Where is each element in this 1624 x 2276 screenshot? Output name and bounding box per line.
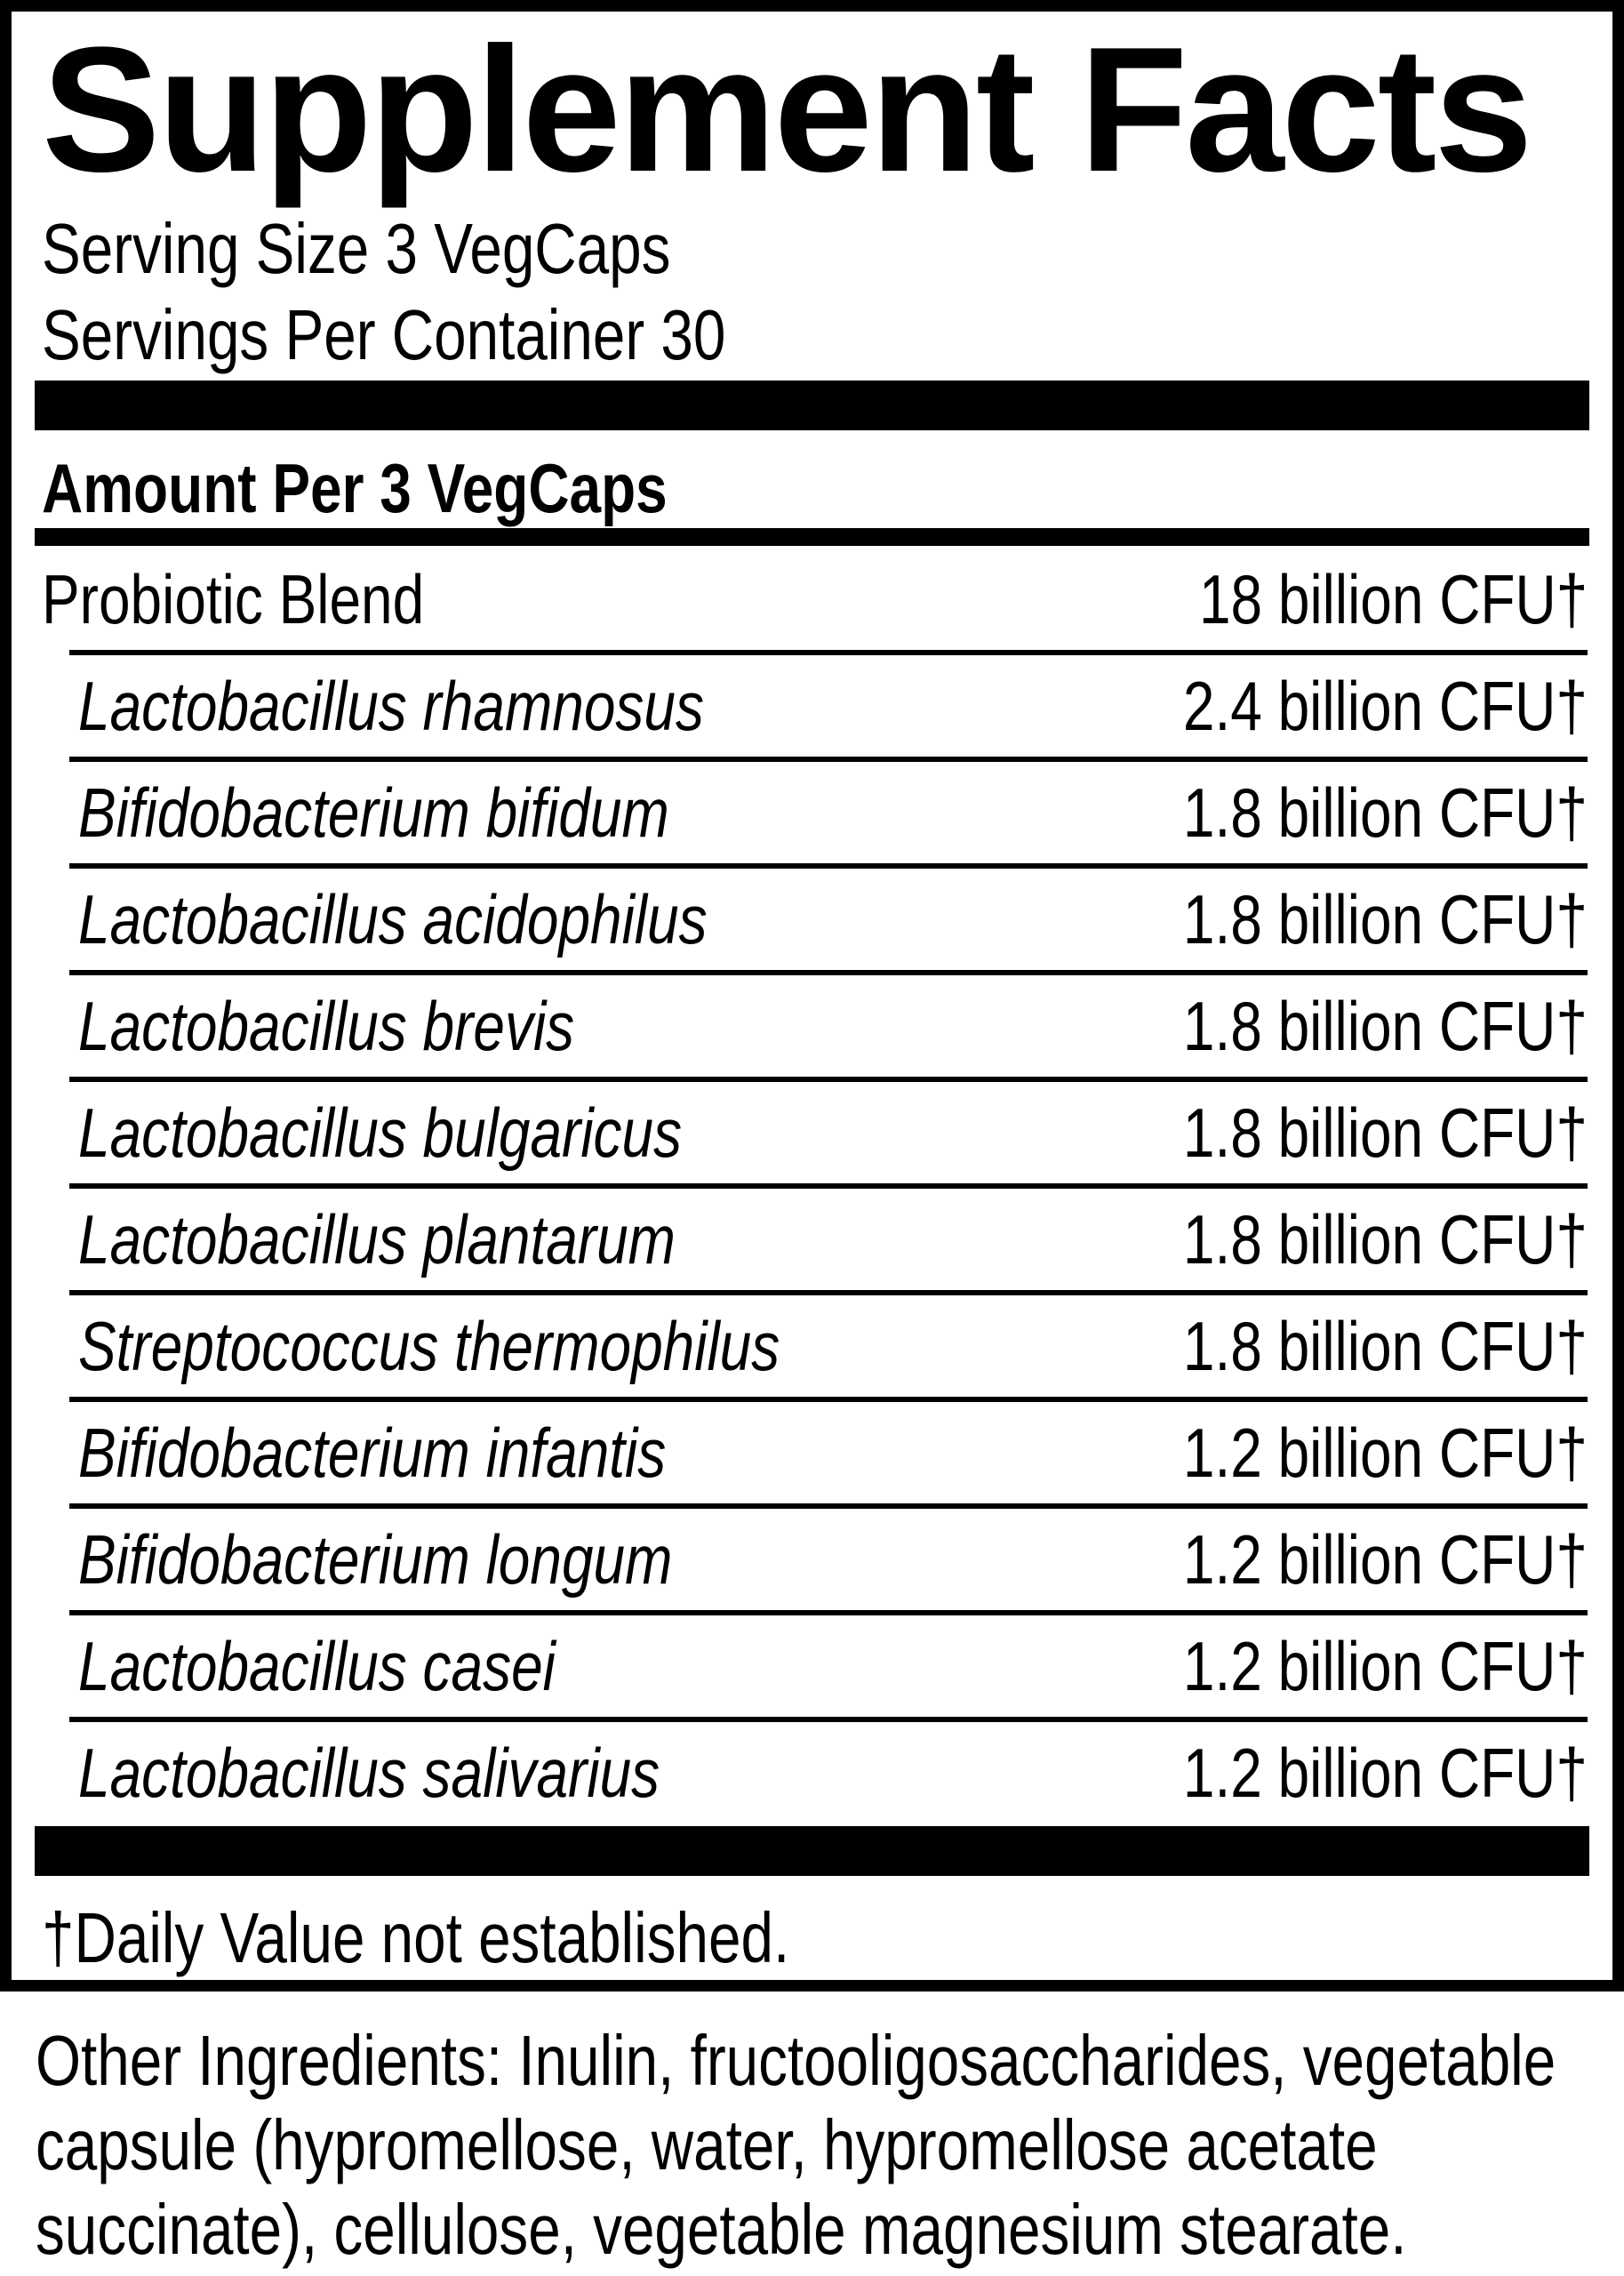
ingredient-name: Lactobacillus casei [78,1626,556,1705]
ingredient-name: Streptococcus thermophilus [78,1306,780,1385]
ingredient-amount: 18 billion CFU† [1198,559,1588,638]
other-ingredients-text-3: succinate), cellulose, vegetable magnesi… [36,2190,1407,2269]
panel-title: Supplement Facts [42,11,1533,209]
ingredient-amount: 1.8 billion CFU† [1182,879,1588,958]
daily-value-footnote-text: †Daily Value not established. [42,1898,790,1977]
ingredient-name: Lactobacillus brevis [78,986,575,1065]
ingredient-row: Lactobacillus bulgaricus 1.8 billion CFU… [35,1077,1589,1186]
ingredient-amount: 2.4 billion CFU† [1182,666,1588,745]
ingredient-row: Lactobacillus brevis 1.8 billion CFU† [35,970,1589,1079]
divider-bar-bottom [35,1826,1589,1876]
daily-value-footnote: †Daily Value not established. [42,1897,1589,1979]
ingredient-name: Lactobacillus acidophilus [78,879,708,958]
ingredient-name: Bifidobacterium infantis [78,1413,667,1492]
ingredient-table: Probiotic Blend 18 billion CFU† Lactobac… [35,546,1589,1826]
ingredient-name: Lactobacillus salivarius [78,1733,660,1812]
ingredient-name: Bifidobacterium longum [78,1519,673,1599]
ingredient-row: Lactobacillus plantarum 1.8 billion CFU† [35,1183,1589,1293]
servings-per-container: Servings Per Container 30 [42,292,1589,378]
ingredient-amount: 1.8 billion CFU† [1182,773,1588,852]
ingredient-amount: 1.2 billion CFU† [1182,1519,1588,1599]
servings-per-container-text: Servings Per Container 30 [42,295,726,374]
amount-per-serving-header: Amount Per 3 VegCaps [42,450,1589,526]
ingredient-amount: 1.8 billion CFU† [1182,1306,1588,1385]
serving-size-text: Serving Size 3 VegCaps [42,209,671,288]
ingredient-name: Lactobacillus bulgaricus [78,1093,683,1172]
ingredient-amount: 1.8 billion CFU† [1182,1199,1588,1278]
divider-bar-header [35,528,1589,546]
ingredient-row: Streptococcus thermophilus 1.8 billion C… [35,1290,1589,1399]
ingredient-amount: 1.2 billion CFU† [1182,1626,1588,1705]
serving-size: Serving Size 3 VegCaps [42,205,1589,292]
serving-info: Serving Size 3 VegCaps Servings Per Cont… [42,205,1589,378]
other-ingredients: Other Ingredients: Inulin, fructooligosa… [36,2018,1601,2272]
ingredient-row: Lactobacillus rhamnosus 2.4 billion CFU† [35,650,1589,759]
other-ingredients-line: capsule (hypromellose, water, hypromello… [36,2103,1601,2187]
ingredient-row: Lactobacillus salivarius 1.2 billion CFU… [35,1717,1589,1826]
ingredient-row: Lactobacillus casei 1.2 billion CFU† [35,1610,1589,1719]
ingredient-name: Probiotic Blend [42,559,425,638]
ingredient-amount: 1.2 billion CFU† [1182,1733,1588,1812]
ingredient-row: Probiotic Blend 18 billion CFU† [35,546,1589,653]
ingredient-row: Bifidobacterium bifidum 1.8 billion CFU† [35,757,1589,866]
ingredient-row: Bifidobacterium infantis 1.2 billion CFU… [35,1397,1589,1506]
ingredient-amount: 1.2 billion CFU† [1182,1413,1588,1492]
ingredient-name: Lactobacillus plantarum [78,1199,676,1278]
ingredient-name: Lactobacillus rhamnosus [78,666,704,745]
other-ingredients-line: Other Ingredients: Inulin, fructooligosa… [36,2018,1601,2103]
other-ingredients-text-1: Other Ingredients: Inulin, fructooligosa… [36,2021,1556,2100]
other-ingredients-line: succinate), cellulose, vegetable magnesi… [36,2187,1601,2272]
amount-per-serving-text: Amount Per 3 VegCaps [42,449,668,527]
supplement-facts-panel: Supplement Facts Serving Size 3 VegCaps … [0,0,1624,1992]
ingredient-amount: 1.8 billion CFU† [1182,986,1588,1065]
other-ingredients-text-2: capsule (hypromellose, water, hypromello… [36,2105,1378,2184]
divider-bar-top [35,381,1589,430]
ingredient-row: Bifidobacterium longum 1.2 billion CFU† [35,1503,1589,1613]
ingredient-row: Lactobacillus acidophilus 1.8 billion CF… [35,863,1589,973]
ingredient-name: Bifidobacterium bifidum [78,773,669,852]
ingredient-amount: 1.8 billion CFU† [1182,1093,1588,1172]
